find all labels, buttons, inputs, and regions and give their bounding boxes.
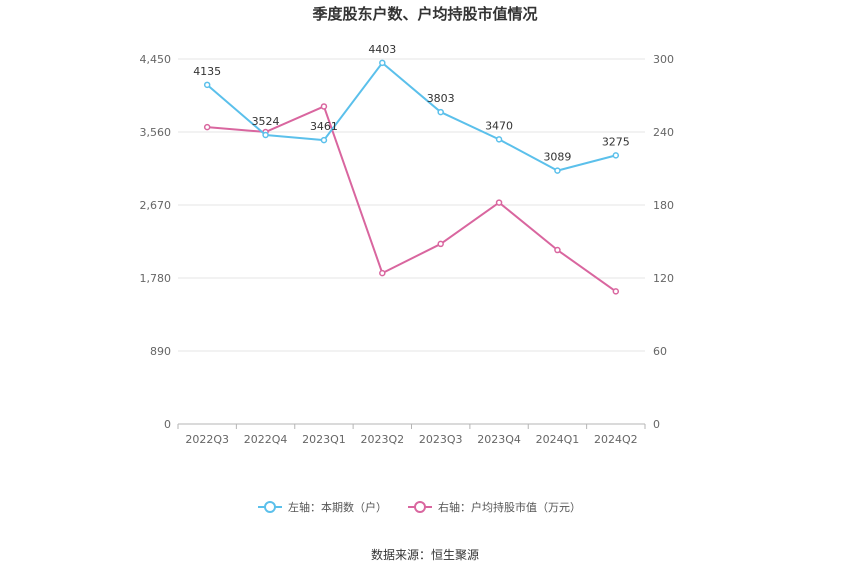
data-label: 3089 <box>543 151 571 164</box>
legend[interactable]: 左轴：本期数（户） 右轴：户均持股市值（万元） <box>258 500 581 514</box>
right-axis-tick-label: 180 <box>653 199 674 212</box>
x-axis-tick-label: 2024Q1 <box>536 433 580 446</box>
left-axis-tick-label: 2,670 <box>140 199 172 212</box>
x-axis-tick-label: 2022Q4 <box>244 433 288 446</box>
right-axis-tick-label: 120 <box>653 272 674 285</box>
data-label: 3461 <box>310 120 338 133</box>
x-axis-tick-label: 2022Q3 <box>185 433 229 446</box>
data-point <box>495 136 503 143</box>
data-point <box>379 59 386 67</box>
data-point <box>203 123 211 131</box>
right-axis-tick-label: 240 <box>653 126 674 139</box>
source-note: 数据来源：恒生聚源 <box>371 547 479 562</box>
legend-swatch-marker <box>264 501 276 513</box>
left-axis-tick-label: 1,780 <box>140 272 172 285</box>
data-label: 3524 <box>252 115 280 128</box>
right-axis-tick-label: 60 <box>653 345 667 358</box>
data-label: 4403 <box>368 43 396 56</box>
grid <box>178 58 645 352</box>
data-point <box>320 103 328 110</box>
left-axis-tick-label: 4,450 <box>140 53 172 66</box>
data-point <box>437 108 444 116</box>
data-point <box>554 167 561 174</box>
chart-title: 季度股东户数、户均持股市值情况 <box>312 5 537 23</box>
series-line-1 <box>207 105 617 293</box>
data-point <box>554 246 561 254</box>
data-label: 3803 <box>427 92 455 105</box>
series-layer: 4135 3524 3461 4403 3803 3470 3089 3275 <box>193 43 630 295</box>
data-label: 3275 <box>602 135 630 148</box>
x-axis-tick-label: 2024Q2 <box>594 433 638 446</box>
data-point <box>612 288 620 295</box>
legend-label: 右轴：户均持股市值（万元） <box>438 500 581 514</box>
legend-label: 左轴：本期数（户） <box>288 500 387 514</box>
x-axis-tick-label: 2023Q3 <box>419 433 463 446</box>
data-point <box>262 131 269 139</box>
data-point <box>379 269 386 277</box>
legend-swatch-marker <box>414 501 426 513</box>
data-point <box>437 240 444 248</box>
data-point <box>203 81 211 89</box>
data-label: 4135 <box>193 65 221 78</box>
data-point <box>612 152 620 159</box>
right-axis-tick-label: 0 <box>653 418 660 431</box>
x-axis-tick-label: 2023Q4 <box>477 433 521 446</box>
x-axis-tick-label: 2023Q2 <box>360 433 404 446</box>
data-label: 3470 <box>485 119 513 132</box>
left-axis-tick-label: 3,560 <box>140 126 172 139</box>
left-axis-tick-label: 0 <box>164 418 171 431</box>
right-axis-tick-label: 300 <box>653 53 674 66</box>
left-axis-tick-label: 890 <box>150 345 171 358</box>
data-point <box>495 199 503 206</box>
x-axis-tick-label: 2023Q1 <box>302 433 346 446</box>
axes: 0 0 890 60 1,780 120 2,670 180 3,560 240 4,450 300 2… <box>140 53 675 446</box>
series-line-0 <box>206 61 617 172</box>
data-point <box>320 136 328 144</box>
